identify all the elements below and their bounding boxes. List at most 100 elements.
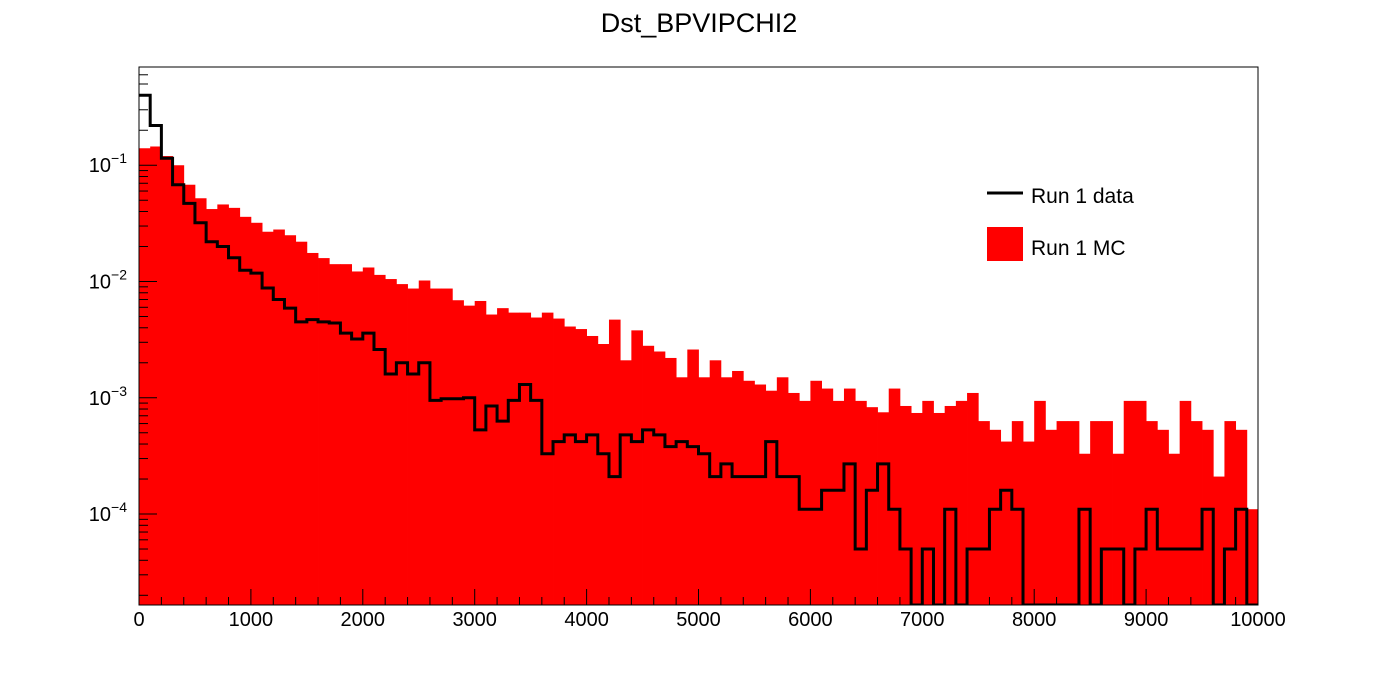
y-tick-label: 10−2 bbox=[89, 267, 127, 294]
mc-bar bbox=[832, 400, 845, 605]
x-tick-label: 3000 bbox=[452, 609, 497, 631]
mc-bar bbox=[161, 156, 173, 605]
mc-bar bbox=[620, 360, 632, 605]
mc-bar bbox=[799, 400, 811, 605]
legend-mc-label: Run 1 MC bbox=[1031, 237, 1126, 260]
x-axis: 0 1000 2000 3000 4000 5000 6000 7000 8000 9000 100… bbox=[133, 589, 1286, 631]
mc-bar bbox=[653, 351, 666, 605]
mc-bar bbox=[1101, 421, 1113, 605]
mc-bar bbox=[396, 284, 408, 605]
mc-bar bbox=[597, 344, 610, 605]
mc-bar bbox=[497, 308, 509, 605]
mc-bar bbox=[564, 326, 576, 605]
mc-bar bbox=[306, 252, 319, 605]
mc-bar bbox=[1179, 400, 1192, 605]
x-tick-label: 8000 bbox=[1012, 609, 1057, 631]
mc-bar bbox=[911, 412, 923, 605]
mc-bar bbox=[474, 300, 487, 605]
mc-histogram bbox=[139, 146, 1258, 605]
mc-bar bbox=[284, 235, 297, 605]
mc-bar bbox=[1078, 453, 1091, 605]
mc-bar bbox=[407, 288, 420, 605]
mc-bar bbox=[1235, 429, 1248, 605]
mc-bar bbox=[452, 300, 464, 605]
mc-bar bbox=[776, 377, 789, 605]
mc-bar bbox=[318, 258, 330, 605]
mc-bar bbox=[922, 400, 934, 605]
mc-bar bbox=[1168, 453, 1181, 605]
mc-bar bbox=[1134, 400, 1147, 605]
mc-bar bbox=[340, 264, 353, 605]
mc-bar bbox=[362, 267, 375, 605]
x-tick-label: 4000 bbox=[564, 609, 609, 631]
mc-bar bbox=[855, 400, 867, 605]
mc-bar bbox=[373, 274, 386, 605]
mc-bar bbox=[172, 165, 185, 605]
mc-bar bbox=[586, 335, 599, 605]
legend-data-label: Run 1 data bbox=[1031, 185, 1134, 208]
mc-bar bbox=[228, 207, 241, 605]
mc-bar bbox=[1112, 453, 1125, 605]
mc-bar bbox=[1213, 476, 1225, 605]
mc-bar bbox=[206, 209, 218, 605]
mc-bar bbox=[608, 319, 621, 605]
mc-bar bbox=[194, 198, 207, 605]
x-tick-label: 6000 bbox=[788, 609, 833, 631]
mc-bar bbox=[1067, 421, 1080, 605]
mc-bar bbox=[530, 317, 543, 605]
mc-bar bbox=[1090, 421, 1102, 605]
mc-bar bbox=[1202, 429, 1214, 605]
mc-bar bbox=[933, 412, 946, 605]
y-tick-label: 10−1 bbox=[89, 150, 127, 177]
mc-bar bbox=[1045, 429, 1057, 605]
mc-bar bbox=[485, 314, 498, 605]
mc-bar bbox=[1023, 441, 1035, 605]
legend-mc-swatch bbox=[987, 227, 1023, 261]
mc-bar bbox=[765, 390, 778, 605]
mc-bar bbox=[1034, 400, 1046, 605]
mc-bar bbox=[250, 222, 263, 605]
mc-bar bbox=[1246, 509, 1258, 605]
mc-bar bbox=[429, 288, 442, 605]
mc-bar bbox=[150, 146, 162, 605]
legend: Run 1 data Run 1 MC bbox=[987, 185, 1134, 261]
mc-bar bbox=[329, 264, 341, 605]
mc-bar bbox=[978, 421, 990, 605]
mc-bar bbox=[698, 377, 711, 605]
mc-bar bbox=[262, 231, 274, 605]
mc-bar bbox=[1224, 421, 1237, 605]
mc-bar bbox=[351, 271, 364, 605]
x-tick-label: 0 bbox=[133, 609, 144, 631]
mc-bar bbox=[463, 305, 476, 605]
mc-bar bbox=[743, 380, 755, 605]
mc-bar bbox=[732, 370, 744, 605]
mc-bar bbox=[273, 229, 285, 605]
mc-bar bbox=[676, 377, 688, 605]
mc-bar bbox=[810, 380, 822, 605]
mc-bar bbox=[295, 241, 308, 605]
mc-bar bbox=[217, 204, 229, 605]
mc-bar bbox=[709, 360, 722, 605]
mc-bar bbox=[664, 357, 677, 605]
mc-bar bbox=[508, 312, 520, 605]
x-tick-label: 5000 bbox=[676, 609, 721, 631]
y-axis: 10−1 10−2 10−3 10−4 bbox=[89, 74, 157, 596]
mc-bar bbox=[1146, 421, 1158, 605]
mc-bar bbox=[541, 312, 554, 605]
mc-bar bbox=[821, 388, 834, 605]
x-tick-label: 10000 bbox=[1230, 609, 1286, 631]
mc-bar bbox=[385, 279, 397, 605]
chart-title: Dst_BPVIPCHI2 bbox=[601, 8, 798, 38]
x-tick-label: 9000 bbox=[1124, 609, 1169, 631]
mc-bar bbox=[955, 400, 968, 605]
mc-bar bbox=[866, 407, 878, 605]
mc-bar bbox=[989, 429, 1002, 605]
y-tick-label: 10−3 bbox=[89, 383, 127, 410]
mc-bar bbox=[631, 330, 643, 605]
plot-area: 0 1000 2000 3000 4000 5000 6000 7000 8000 9000 100… bbox=[89, 66, 1286, 631]
mc-bar bbox=[1000, 441, 1013, 605]
mc-bar bbox=[441, 288, 453, 605]
mc-bar bbox=[899, 405, 912, 605]
mc-bar bbox=[843, 388, 856, 605]
